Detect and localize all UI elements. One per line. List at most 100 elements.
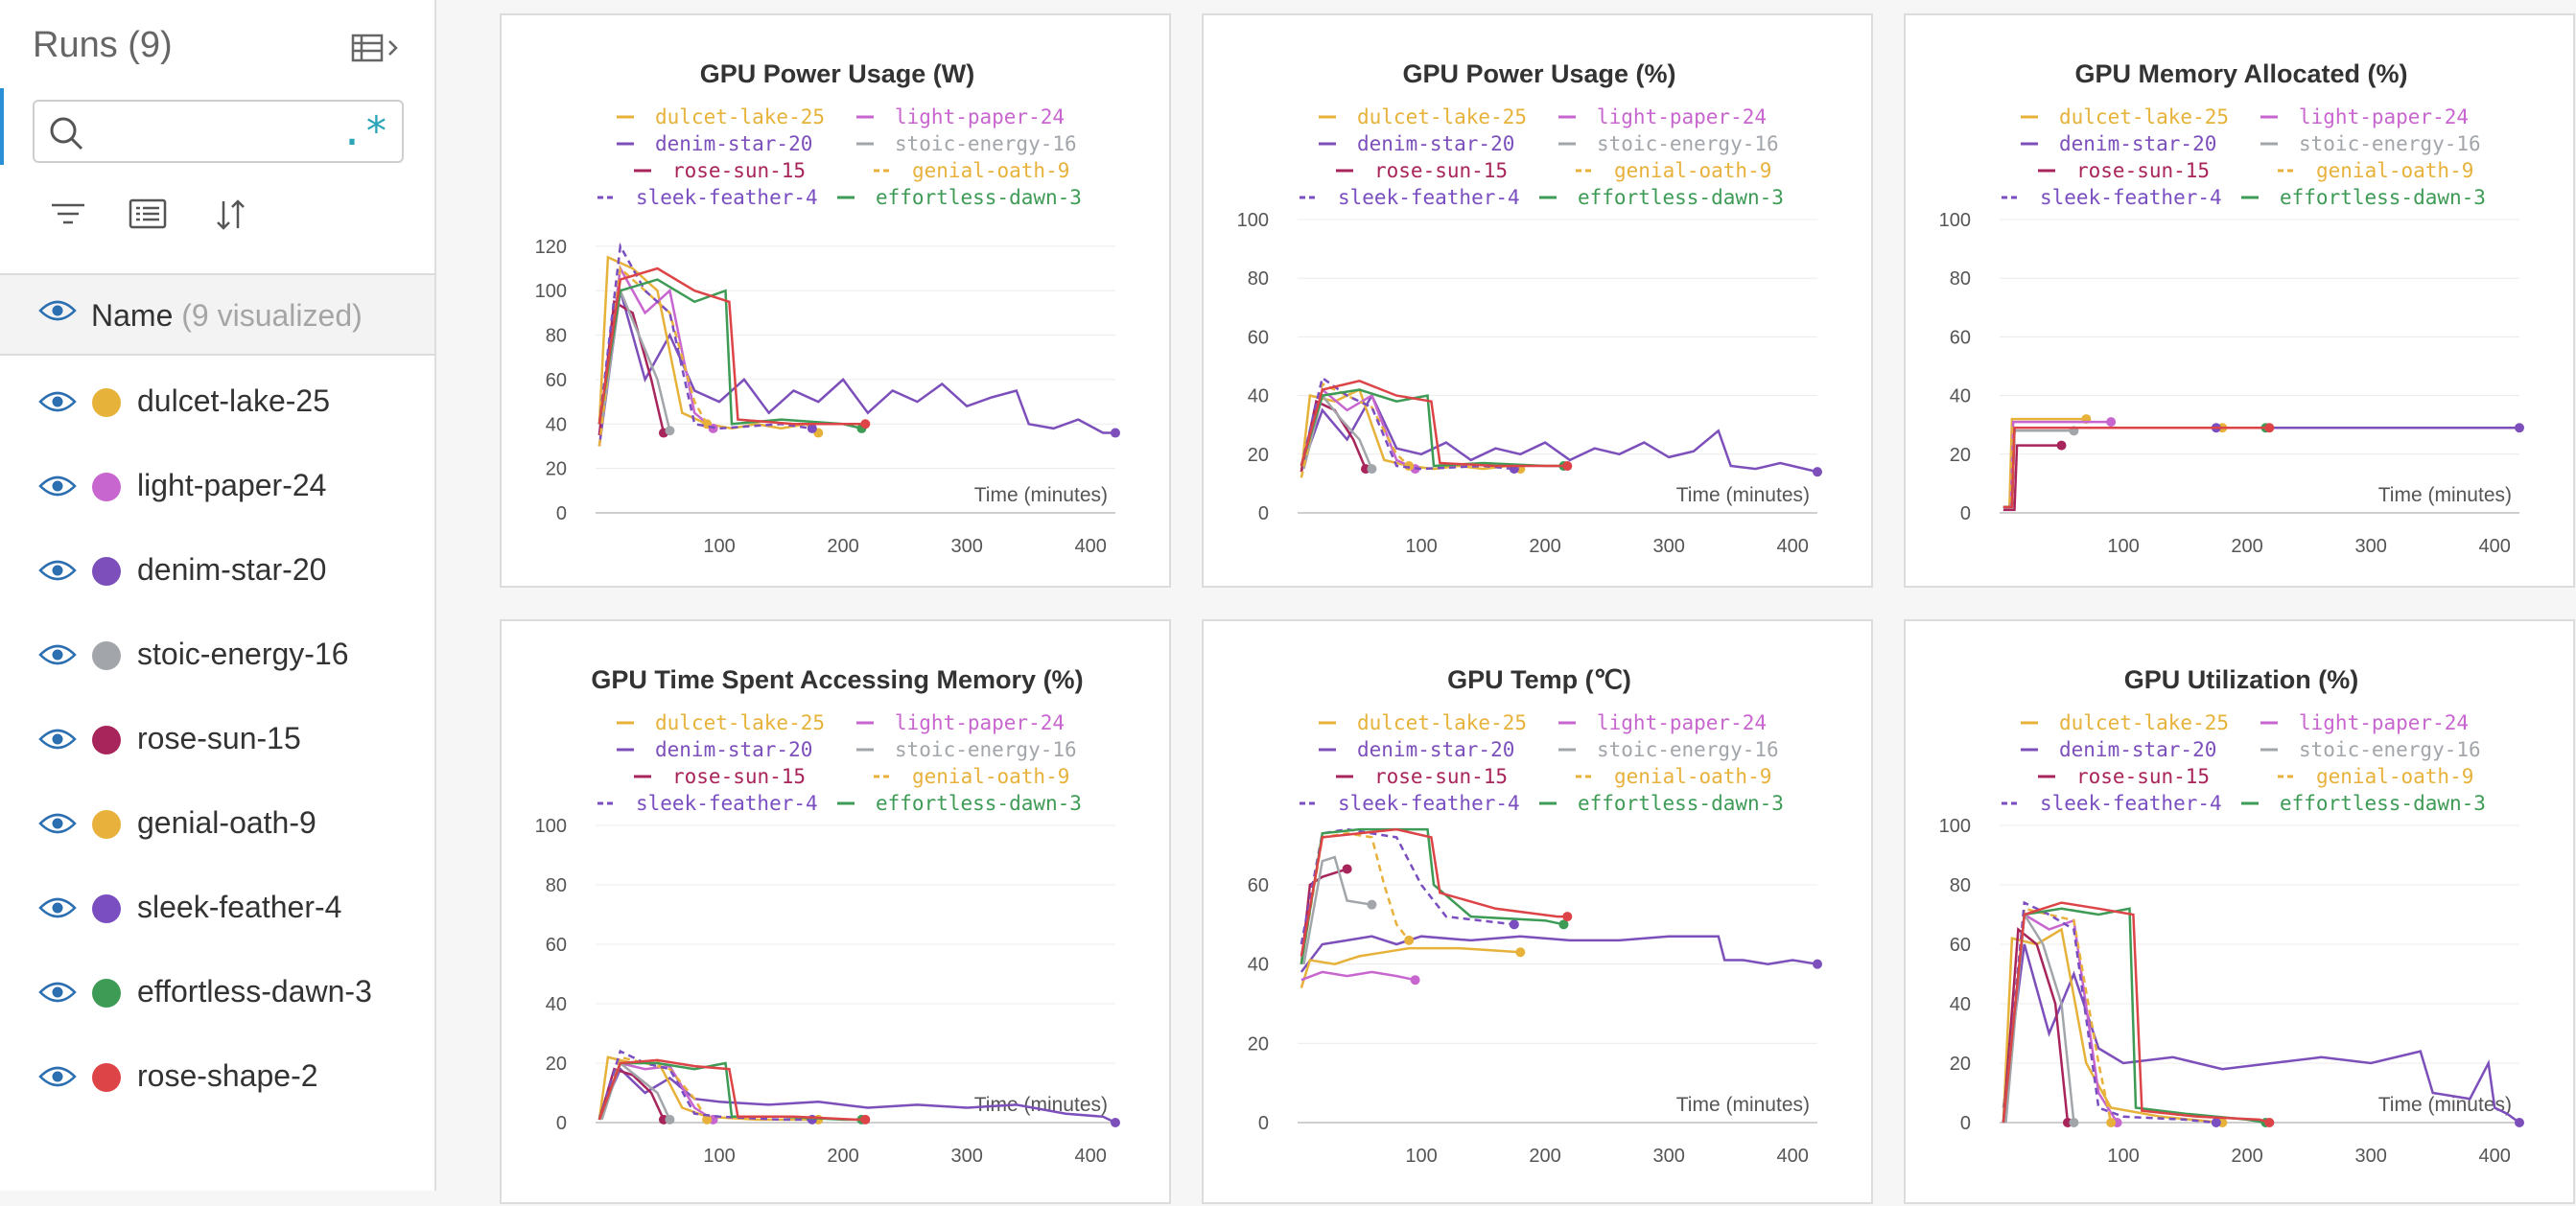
legend-item[interactable]: dulcet-lake-25 [1319,105,1527,128]
run-color-swatch[interactable] [92,979,121,1008]
legend-item[interactable]: genial-oath-9 [874,765,1069,788]
legend-item[interactable]: stoic-energy-16 [856,738,1077,761]
table-view-toggle-icon[interactable] [351,33,403,65]
eye-icon[interactable] [38,1064,77,1089]
legend-item[interactable]: rose-sun-15 [634,765,806,788]
legend-item[interactable]: genial-oath-9 [1576,765,1771,788]
run-name[interactable]: dulcet-lake-25 [137,383,330,418]
run-row[interactable]: dulcet-lake-25 [0,360,434,445]
run-color-swatch[interactable] [92,726,121,754]
y-tick-label: 60 [1950,935,1971,956]
legend-item[interactable]: light-paper-24 [856,105,1065,128]
legend-item[interactable]: effortless-dawn-3 [2241,792,2486,815]
eye-icon[interactable] [38,298,77,323]
legend-item[interactable]: light-paper-24 [2260,105,2469,128]
legend-item[interactable]: stoic-energy-16 [1558,132,1779,155]
legend-item[interactable]: denim-star-20 [2021,132,2216,155]
filter-button[interactable] [46,196,90,234]
run-name[interactable]: genial-oath-9 [137,805,316,840]
columns-button[interactable] [127,196,171,234]
run-color-swatch[interactable] [92,894,121,923]
run-row[interactable]: stoic-energy-16 [0,614,434,698]
run-row[interactable]: sleek-feather-4 [0,867,434,951]
legend-item[interactable]: dulcet-lake-25 [617,105,825,128]
eye-icon[interactable] [38,811,77,836]
legend-item[interactable]: rose-sun-15 [2038,765,2210,788]
chart-panel-gpu-temp[interactable]: GPU Temp (℃) dulcet-lake-25 light-paper-24… [1202,619,1873,1204]
run-color-swatch[interactable] [92,641,121,670]
legend-item[interactable]: stoic-energy-16 [2260,738,2481,761]
legend-item[interactable]: light-paper-24 [1558,105,1767,128]
legend-item[interactable]: effortless-dawn-3 [837,792,1082,815]
legend-item[interactable]: dulcet-lake-25 [1319,711,1527,734]
legend-item[interactable]: sleek-feather-4 [2002,792,2222,815]
legend-item[interactable]: effortless-dawn-3 [2241,186,2486,209]
eye-icon[interactable] [38,389,77,414]
legend-item[interactable]: denim-star-20 [617,738,812,761]
chart-panel-gpu-utilization[interactable]: GPU Utilization (%) dulcet-lake-25 light-p… [1904,619,2575,1204]
run-name[interactable]: sleek-feather-4 [137,890,342,924]
sort-button[interactable] [209,196,253,234]
chart-panel-gpu-power-percent[interactable]: GPU Power Usage (%) dulcet-lake-25 light-p… [1202,13,1873,588]
run-name[interactable]: effortless-dawn-3 [137,974,372,1009]
legend-item[interactable]: dulcet-lake-25 [617,711,825,734]
run-row[interactable]: rose-shape-2 [0,1035,434,1120]
eye-icon[interactable] [38,474,77,499]
run-name[interactable]: light-paper-24 [137,468,327,502]
legend-item[interactable]: rose-sun-15 [1336,159,1508,182]
legend-item[interactable]: denim-star-20 [1319,738,1514,761]
run-row[interactable]: light-paper-24 [0,445,434,529]
run-color-swatch[interactable] [92,388,121,417]
run-name[interactable]: stoic-energy-16 [137,637,349,671]
eye-icon[interactable] [38,642,77,667]
legend-item[interactable]: genial-oath-9 [874,159,1069,182]
legend-item[interactable]: light-paper-24 [856,711,1065,734]
run-row[interactable]: denim-star-20 [0,529,434,614]
legend-item[interactable]: stoic-energy-16 [856,132,1077,155]
y-tick-label: 0 [1258,1113,1269,1134]
run-name[interactable]: rose-sun-15 [137,721,301,755]
legend-item[interactable]: genial-oath-9 [1576,159,1771,182]
legend-item[interactable]: stoic-energy-16 [2260,132,2481,155]
legend-item[interactable]: denim-star-20 [1319,132,1514,155]
legend-item[interactable]: stoic-energy-16 [1558,738,1779,761]
chart-panel-gpu-power-watts[interactable]: GPU Power Usage (W) dulcet-lake-25 light-p… [500,13,1171,588]
legend-item[interactable]: sleek-feather-4 [597,792,818,815]
legend-item[interactable]: rose-sun-15 [1336,765,1508,788]
run-search-input[interactable] [94,111,338,155]
run-name[interactable]: rose-shape-2 [137,1058,318,1093]
legend-item[interactable]: dulcet-lake-25 [2021,105,2229,128]
legend-item[interactable]: denim-star-20 [617,132,812,155]
run-color-swatch[interactable] [92,1063,121,1092]
regex-toggle[interactable]: .* [340,107,388,154]
legend-item[interactable]: sleek-feather-4 [1300,792,1520,815]
eye-icon[interactable] [38,727,77,752]
legend-item[interactable]: genial-oath-9 [2278,765,2473,788]
legend-item[interactable]: effortless-dawn-3 [1539,792,1784,815]
run-color-swatch[interactable] [92,557,121,586]
legend-item[interactable]: effortless-dawn-3 [1539,186,1784,209]
legend-item[interactable]: light-paper-24 [1558,711,1767,734]
run-color-swatch[interactable] [92,810,121,839]
run-row[interactable]: rose-sun-15 [0,698,434,782]
legend-item[interactable]: rose-sun-15 [2038,159,2210,182]
chart-panel-gpu-memory-allocated[interactable]: GPU Memory Allocated (%) dulcet-lake-25 li… [1904,13,2575,588]
legend-item[interactable]: sleek-feather-4 [597,186,818,209]
legend-item[interactable]: denim-star-20 [2021,738,2216,761]
legend-item[interactable]: sleek-feather-4 [2002,186,2222,209]
run-name[interactable]: denim-star-20 [137,552,327,587]
run-row[interactable]: effortless-dawn-3 [0,951,434,1035]
run-row[interactable]: genial-oath-9 [0,782,434,867]
name-column-header[interactable]: Name (9 visualized) [0,273,434,356]
legend-item[interactable]: effortless-dawn-3 [837,186,1082,209]
legend-item[interactable]: dulcet-lake-25 [2021,711,2229,734]
legend-item[interactable]: rose-sun-15 [634,159,806,182]
run-color-swatch[interactable] [92,473,121,501]
eye-icon[interactable] [38,895,77,920]
eye-icon[interactable] [38,980,77,1005]
legend-item[interactable]: genial-oath-9 [2278,159,2473,182]
chart-panel-gpu-memory-access-time[interactable]: GPU Time Spent Accessing Memory (%) dulce… [500,619,1171,1204]
eye-icon[interactable] [38,558,77,583]
legend-item[interactable]: sleek-feather-4 [1300,186,1520,209]
legend-item[interactable]: light-paper-24 [2260,711,2469,734]
